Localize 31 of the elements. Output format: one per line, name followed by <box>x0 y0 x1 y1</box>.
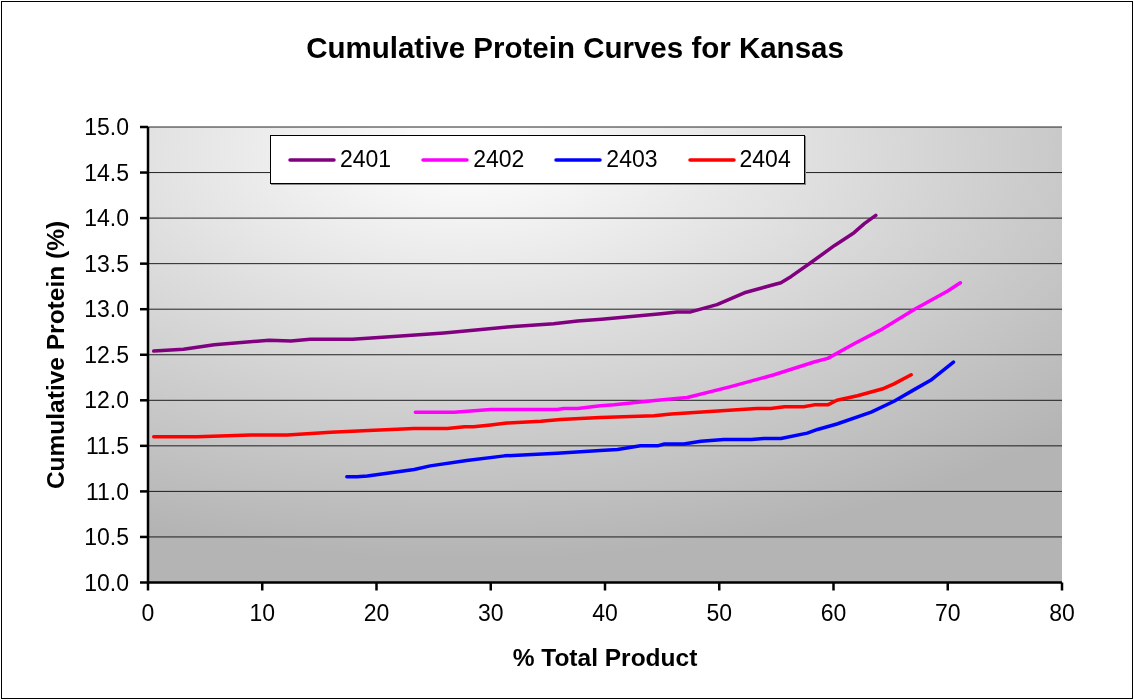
x-tick-label: 30 <box>477 599 504 626</box>
legend-label: 2401 <box>340 146 392 173</box>
x-tick-label: 80 <box>1049 599 1075 626</box>
y-tick-label: 12.5 <box>84 341 129 368</box>
y-tick-label: 11.0 <box>85 478 129 505</box>
line-series <box>151 213 878 353</box>
legend-label: 2403 <box>606 146 658 173</box>
x-tick-label: 0 <box>141 599 155 626</box>
y-tick-label: 12.0 <box>84 387 129 414</box>
y-tick-label: 15.0 <box>84 114 129 141</box>
x-tick-label: 50 <box>706 599 733 626</box>
x-tick-label: 70 <box>934 599 961 626</box>
y-tick-label: 10.5 <box>84 524 129 551</box>
x-tick-label: 60 <box>820 599 847 626</box>
x-tick-label: 10 <box>249 599 276 626</box>
y-tick-label: 11.5 <box>85 433 129 460</box>
chart-title: Cumulative Protein Curves for Kansas <box>305 31 845 65</box>
x-tick-label: 40 <box>592 599 618 626</box>
y-tick-label: 13.0 <box>84 296 129 323</box>
x-axis-title: % Total Product <box>511 644 699 672</box>
y-tick-label: 14.0 <box>84 205 129 232</box>
legend-label: 2402 <box>473 146 525 173</box>
x-tick-label: 20 <box>363 599 390 626</box>
y-tick-label: 10.0 <box>84 569 129 596</box>
line-series <box>151 373 913 439</box>
legend-label: 2404 <box>739 146 791 173</box>
line-series <box>413 281 963 414</box>
y-axis-title: Cumulative Protein (%) <box>42 219 70 492</box>
y-tick-label: 13.5 <box>84 250 129 277</box>
line-series <box>345 360 956 479</box>
y-tick-label: 14.5 <box>84 159 129 186</box>
